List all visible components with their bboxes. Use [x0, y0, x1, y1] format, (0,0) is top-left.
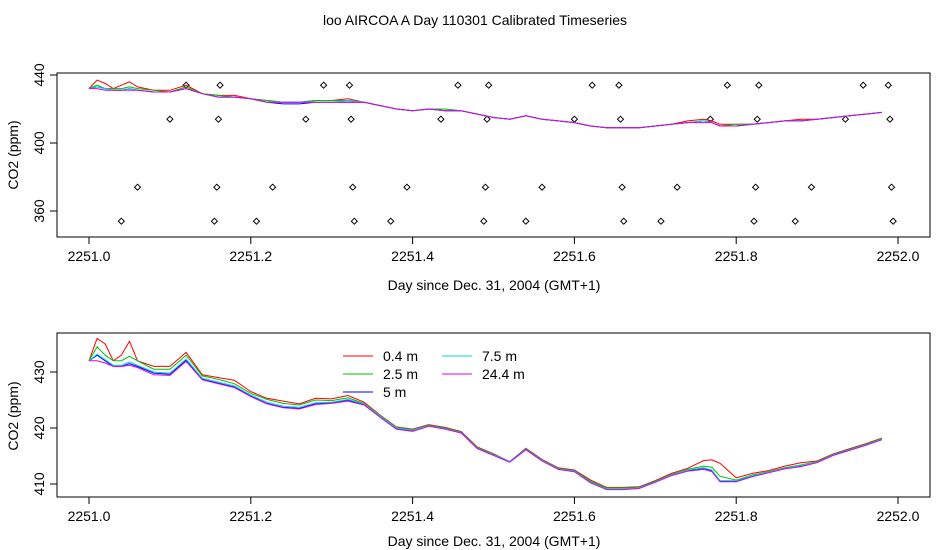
top-series-line-2 [88, 86, 882, 129]
sample-point [807, 183, 816, 191]
bottom-x-tick-label: 2251.8 [715, 508, 758, 524]
sample-point [750, 217, 758, 225]
top-y-axis-label: CO2 (ppm) [5, 120, 21, 189]
top-series-lines [88, 79, 882, 129]
sample-point [166, 115, 174, 123]
bottom-x-tick-label: 2251.6 [553, 508, 596, 524]
top-x-tick-label: 2251.0 [68, 248, 111, 264]
legend-entry-label: 0.4 m [383, 348, 418, 364]
legend-entry-label: 2.5 m [383, 366, 418, 382]
sample-point [345, 81, 354, 89]
legend-entry-label: 24.4 m [482, 366, 525, 382]
bottom-y-axis: 430 420 410 [31, 360, 57, 496]
sample-point [570, 115, 579, 123]
top-series-line-3 [88, 86, 882, 129]
bottom-y-tick-label: 430 [31, 360, 47, 384]
sample-point [889, 217, 897, 225]
sample-point [350, 217, 359, 225]
sample-point [319, 81, 328, 89]
sample-point [480, 217, 488, 225]
sample-point [751, 183, 760, 191]
bottom-y-tick-label: 410 [31, 472, 47, 496]
figure-title: loo AIRCOA A Day 110301 Calibrated Times… [323, 12, 627, 28]
bottom-series-line-4 [89, 360, 882, 491]
top-x-axis-label: Day since Dec. 31, 2004 (GMT+1) [388, 277, 601, 293]
sample-point [620, 217, 628, 225]
legend-entry-label: 7.5 m [482, 348, 517, 364]
sample-point [615, 81, 623, 89]
sample-point [723, 81, 732, 89]
bottom-x-tick-label: 2252.0 [877, 508, 920, 524]
bottom-x-tick-label: 2251.0 [68, 508, 111, 524]
sample-point [437, 115, 445, 123]
bottom-panel: 2251.0 2251.2 2251.4 2251.6 2251.8 2252.0 430… [5, 332, 931, 549]
top-y-tick-label: 440 [31, 63, 47, 87]
bottom-y-tick-label: 420 [31, 416, 47, 440]
sample-point [588, 81, 596, 89]
sample-point [133, 183, 142, 191]
bottom-x-tick-label: 2251.4 [391, 508, 434, 524]
sample-point [538, 183, 546, 191]
bottom-x-tick-label: 2251.2 [229, 508, 272, 524]
top-series-line-1 [88, 84, 882, 129]
sample-point [755, 81, 763, 89]
top-x-tick-label: 2251.8 [715, 248, 758, 264]
sample-point [484, 81, 493, 89]
sample-point [210, 217, 219, 225]
top-x-tick-label: 2251.2 [229, 248, 272, 264]
sample-point [616, 115, 625, 123]
top-plot-frame [56, 72, 931, 238]
bottom-y-axis-label: CO2 (ppm) [5, 381, 21, 450]
sample-point [349, 183, 357, 191]
sample-point [302, 115, 310, 123]
sample-point [483, 115, 491, 123]
sample-point [481, 183, 490, 191]
sample-point [618, 183, 626, 191]
bottom-plot-frame [56, 332, 931, 498]
sample-point [214, 115, 223, 123]
bottom-x-axis-label: Day since Dec. 31, 2004 (GMT+1) [388, 533, 601, 549]
top-panel: 2251.0 2251.2 2251.4 2251.6 2251.8 2252.0 440… [5, 63, 931, 293]
bottom-series-lines [88, 337, 882, 491]
sample-point [887, 183, 896, 191]
sample-point [403, 183, 411, 191]
top-series-line-4 [89, 88, 882, 129]
top-y-tick-label: 400 [31, 131, 47, 155]
sample-point [791, 217, 799, 225]
top-x-tick-label: 2251.6 [553, 248, 596, 264]
sample-point [268, 183, 277, 191]
bottom-x-axis: 2251.0 2251.2 2251.4 2251.6 2251.8 2252.0 [68, 497, 920, 524]
sample-point [753, 115, 761, 123]
sample-point [387, 217, 395, 225]
top-y-axis: 440 400 360 [31, 63, 57, 223]
sample-point [252, 217, 261, 225]
top-y-tick-label: 360 [31, 199, 47, 223]
sample-point [117, 217, 126, 225]
sample-point [841, 115, 850, 123]
sample-point [886, 115, 894, 123]
sample-point [673, 183, 681, 191]
sample-point [216, 81, 224, 89]
sample-point [347, 115, 355, 123]
sample-point [859, 81, 867, 89]
top-x-tick-label: 2251.4 [391, 248, 434, 264]
top-x-tick-label: 2252.0 [877, 248, 920, 264]
top-x-axis: 2251.0 2251.2 2251.4 2251.6 2251.8 2252.0 [68, 237, 920, 264]
sample-point [522, 217, 530, 225]
sample-point [884, 81, 892, 89]
legend: 0.4 m 2.5 m 5 m 7.5 m 24.4 m [343, 348, 525, 400]
legend-entry-label: 5 m [383, 384, 406, 400]
sample-point [454, 81, 462, 89]
sample-point [213, 183, 221, 191]
top-sample-points [117, 81, 897, 225]
sample-point [657, 217, 665, 225]
